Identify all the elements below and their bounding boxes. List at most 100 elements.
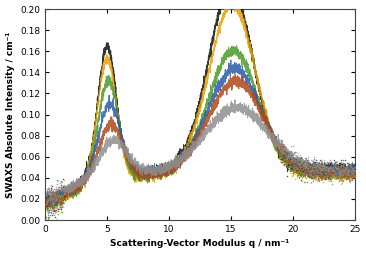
- Point: [294, 167, 300, 171]
- Point: [52, 195, 57, 199]
- Point: [299, 162, 305, 166]
- Point: [289, 160, 295, 164]
- Point: [344, 176, 350, 180]
- Point: [298, 167, 304, 171]
- Point: [317, 172, 322, 176]
- Point: [341, 167, 347, 171]
- Point: [279, 153, 284, 157]
- Point: [350, 161, 355, 165]
- Point: [351, 169, 356, 173]
- Point: [301, 159, 307, 163]
- Point: [59, 189, 65, 193]
- Point: [296, 171, 302, 175]
- Point: [347, 172, 353, 176]
- Point: [310, 158, 316, 162]
- Point: [345, 167, 351, 171]
- Point: [307, 166, 313, 170]
- Point: [313, 161, 318, 165]
- Point: [344, 173, 350, 177]
- Point: [278, 142, 284, 146]
- Point: [347, 180, 353, 184]
- Point: [53, 198, 59, 202]
- Point: [291, 160, 297, 164]
- Point: [283, 160, 289, 164]
- Point: [280, 151, 286, 155]
- Point: [347, 170, 352, 174]
- Point: [352, 171, 358, 175]
- Point: [315, 171, 321, 175]
- Point: [52, 197, 58, 201]
- Point: [300, 162, 306, 166]
- Point: [324, 168, 330, 172]
- Point: [278, 139, 284, 144]
- Point: [59, 192, 64, 196]
- Point: [296, 158, 302, 163]
- Point: [335, 176, 340, 180]
- Point: [292, 164, 298, 168]
- Point: [340, 173, 346, 178]
- Point: [310, 164, 315, 168]
- Point: [345, 167, 351, 171]
- Point: [336, 161, 342, 165]
- Point: [332, 174, 337, 179]
- Point: [295, 173, 301, 177]
- Point: [305, 174, 311, 178]
- Point: [313, 166, 318, 170]
- Point: [322, 165, 328, 169]
- Point: [289, 160, 295, 164]
- Point: [290, 171, 296, 175]
- Point: [350, 174, 355, 178]
- Point: [52, 196, 58, 200]
- Point: [345, 173, 351, 177]
- Point: [315, 163, 321, 167]
- Point: [300, 158, 306, 162]
- Point: [280, 144, 286, 148]
- Point: [314, 166, 320, 170]
- Point: [310, 165, 315, 169]
- Point: [284, 150, 290, 154]
- Point: [309, 167, 315, 171]
- Point: [283, 154, 289, 158]
- Point: [304, 163, 310, 167]
- Point: [342, 167, 348, 171]
- Point: [284, 155, 290, 159]
- Point: [330, 171, 336, 175]
- Point: [307, 175, 313, 179]
- Point: [51, 196, 57, 200]
- Point: [327, 166, 333, 170]
- Point: [315, 174, 321, 178]
- Point: [53, 203, 59, 207]
- Point: [287, 154, 293, 158]
- Point: [295, 163, 301, 167]
- Point: [303, 169, 309, 173]
- Point: [317, 167, 322, 171]
- Point: [321, 169, 326, 173]
- Point: [299, 170, 305, 174]
- Point: [341, 173, 347, 178]
- Point: [346, 176, 352, 180]
- Point: [57, 203, 63, 208]
- Point: [343, 168, 349, 172]
- Point: [291, 152, 296, 156]
- Point: [326, 169, 332, 173]
- Point: [294, 158, 300, 162]
- Point: [347, 175, 353, 179]
- Point: [297, 159, 303, 163]
- Point: [296, 172, 302, 177]
- Point: [280, 155, 286, 159]
- Point: [47, 196, 53, 200]
- Point: [326, 170, 332, 174]
- Point: [327, 168, 333, 172]
- Point: [349, 174, 355, 178]
- Point: [302, 171, 308, 175]
- Point: [301, 180, 307, 184]
- Point: [279, 154, 284, 158]
- Point: [303, 165, 309, 169]
- Point: [325, 161, 331, 165]
- Point: [352, 172, 358, 176]
- Point: [300, 161, 306, 165]
- Point: [314, 169, 320, 173]
- Point: [307, 172, 313, 176]
- Point: [311, 168, 317, 172]
- Point: [54, 195, 60, 199]
